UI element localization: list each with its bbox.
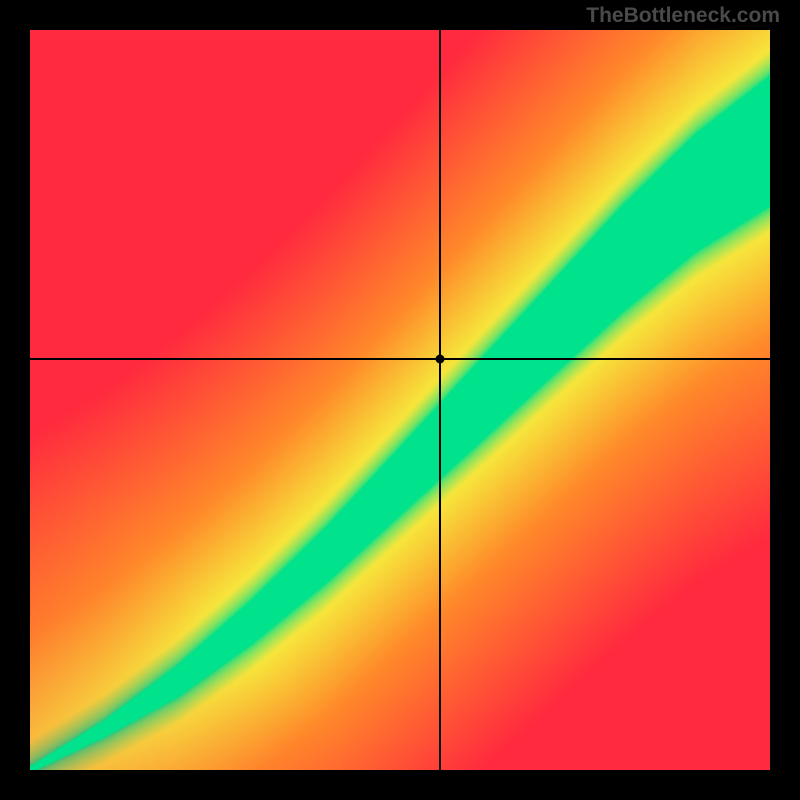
- crosshair-horizontal: [30, 358, 770, 359]
- marker-point: [436, 354, 445, 363]
- chart-container: { "watermark": { "text": "TheBottleneck.…: [0, 0, 800, 800]
- heatmap-canvas: [30, 30, 770, 770]
- plot-area: [30, 30, 770, 770]
- watermark-text: TheBottleneck.com: [586, 4, 780, 28]
- crosshair-vertical: [439, 30, 440, 770]
